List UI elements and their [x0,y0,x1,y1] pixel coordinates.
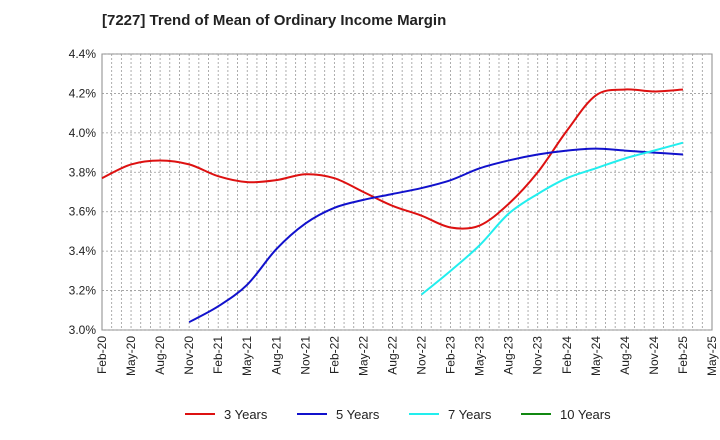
x-tick-label: Nov-20 [182,336,196,375]
x-tick-label: May-21 [240,336,254,376]
x-tick-label: Nov-22 [415,336,429,375]
y-tick-label: 3.2% [69,284,97,298]
x-axis-tick-labels: Feb-20 May-20 Aug-20 Nov-20 Feb-21 May-21 Aug-… [95,336,719,376]
x-tick-label: Nov-24 [647,336,661,375]
x-tick-label: May-20 [124,336,138,376]
x-tick-label: May-22 [356,336,370,376]
series-line-7-years [420,141,684,296]
y-tick-label: 4.0% [69,126,97,140]
y-tick-label: 3.0% [69,323,97,337]
x-tick-label: Feb-21 [211,336,225,374]
legend-label: 5 Years [336,407,380,422]
legend-label: 7 Years [448,407,492,422]
x-tick-label: May-23 [473,336,487,376]
x-tick-label: Feb-24 [560,336,574,374]
x-tick-label: Aug-23 [502,336,516,375]
y-tick-label: 4.4% [69,47,97,61]
y-tick-label: 4.2% [69,86,97,100]
x-tick-label: Aug-21 [269,336,283,375]
x-tick-label: Aug-22 [385,336,399,375]
grid-lines [102,53,712,331]
legend: 3 Years 5 Years 7 Years 10 Years [185,407,611,422]
x-tick-label: Aug-20 [153,336,167,375]
legend-label: 10 Years [560,407,611,422]
y-tick-label: 3.6% [69,205,97,219]
x-tick-label: May-25 [705,336,719,376]
x-tick-label: Feb-22 [327,336,341,374]
y-tick-label: 3.8% [69,165,97,179]
x-tick-label: Feb-23 [444,336,458,374]
x-tick-label: Nov-21 [298,336,312,375]
legend-label: 3 Years [224,407,268,422]
x-tick-label: Aug-24 [618,336,632,375]
x-tick-label: Nov-23 [531,336,545,375]
series-lines [101,88,684,323]
y-axis-tick-labels: 3.0% 3.2% 3.4% 3.6% 3.8% 4.0% 4.2% 4.4% [69,47,97,337]
series-line-5-years [188,147,684,323]
x-tick-label: Feb-20 [95,336,109,374]
x-tick-label: Feb-25 [676,336,690,374]
series-line-3-years [101,88,684,230]
y-tick-label: 3.4% [69,244,97,258]
chart-title: [7227] Trend of Mean of Ordinary Income … [102,12,447,29]
x-tick-label: May-24 [589,336,603,376]
